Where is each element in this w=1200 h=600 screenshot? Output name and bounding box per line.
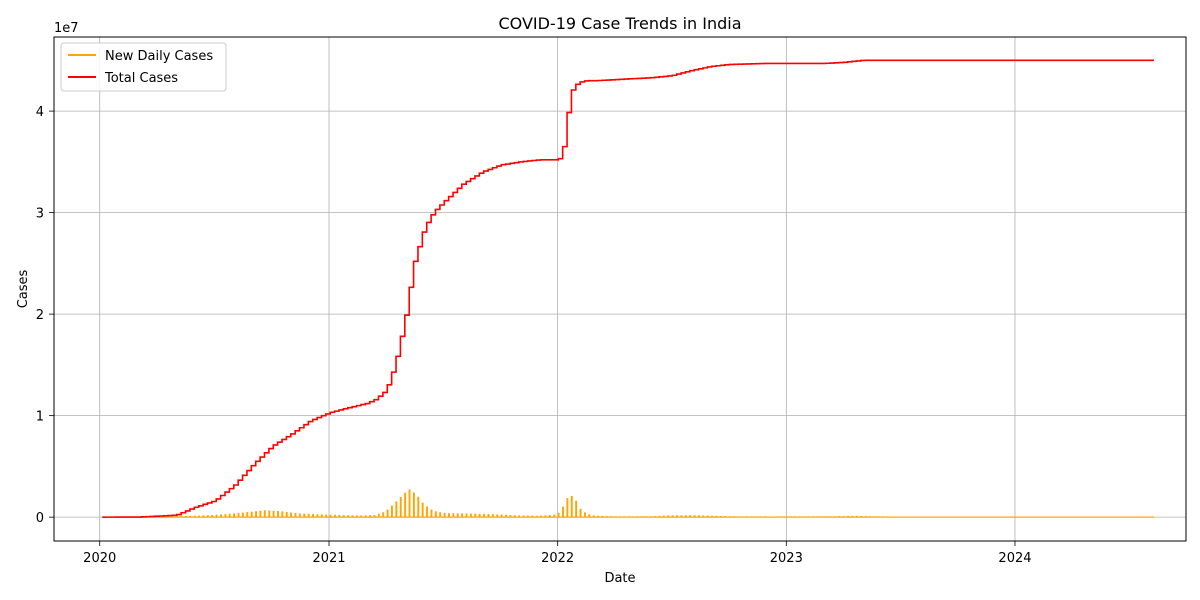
chart-title: COVID-19 Case Trends in India (498, 14, 741, 33)
y-tick-label: 3 (36, 207, 44, 222)
legend-label-new-daily-cases: New Daily Cases (105, 49, 213, 64)
plot-frame (53, 36, 1187, 542)
x-tick-label: 2021 (312, 551, 345, 566)
legend-box (60, 42, 227, 92)
legend-label-total-cases: Total Cases (104, 71, 178, 86)
y-tick-label: 1 (36, 410, 44, 425)
axis-ticks: 2020 2021 2022 2023 2024 0 1 2 3 4 (36, 105, 1032, 566)
y-offset-label: 1e7 (54, 21, 79, 36)
legend: New Daily Cases Total Cases (60, 42, 227, 92)
series-layer (102, 59, 1155, 518)
x-tick-label: 2020 (83, 551, 116, 566)
series-line-new-daily-cases (102, 489, 1155, 518)
x-axis-label: Date (604, 571, 635, 586)
y-axis-label: Cases (16, 269, 31, 308)
grid-lines (54, 37, 1186, 541)
x-tick-label: 2023 (770, 551, 803, 566)
y-tick-label: 4 (36, 105, 44, 120)
x-tick-label: 2024 (998, 551, 1031, 566)
y-tick-label: 0 (36, 511, 44, 526)
series-line-total-cases (102, 59, 1155, 518)
y-tick-label: 2 (36, 308, 44, 323)
x-tick-label: 2022 (541, 551, 574, 566)
